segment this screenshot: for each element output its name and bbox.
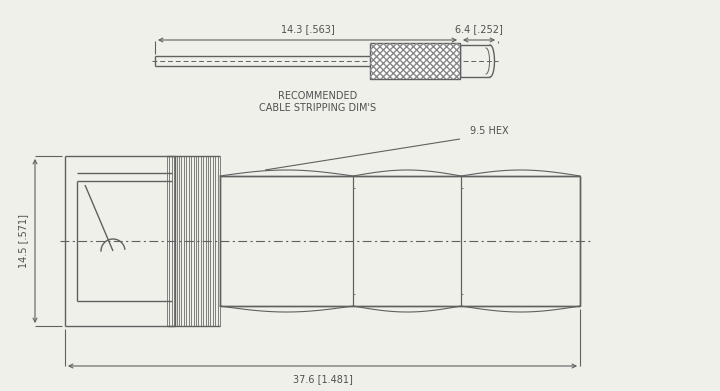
Text: 14.3 [.563]: 14.3 [.563] xyxy=(281,24,334,34)
Text: 9.5 HEX: 9.5 HEX xyxy=(470,126,508,136)
Text: 37.6 [1.481]: 37.6 [1.481] xyxy=(292,374,352,384)
Bar xyxy=(370,43,460,79)
Text: 14.5 [.571]: 14.5 [.571] xyxy=(18,214,28,268)
Text: RECOMMENDED: RECOMMENDED xyxy=(278,91,357,101)
Text: 6.4 [.252]: 6.4 [.252] xyxy=(455,24,503,34)
Text: CABLE STRIPPING DIM'S: CABLE STRIPPING DIM'S xyxy=(259,103,376,113)
Bar xyxy=(370,43,460,79)
